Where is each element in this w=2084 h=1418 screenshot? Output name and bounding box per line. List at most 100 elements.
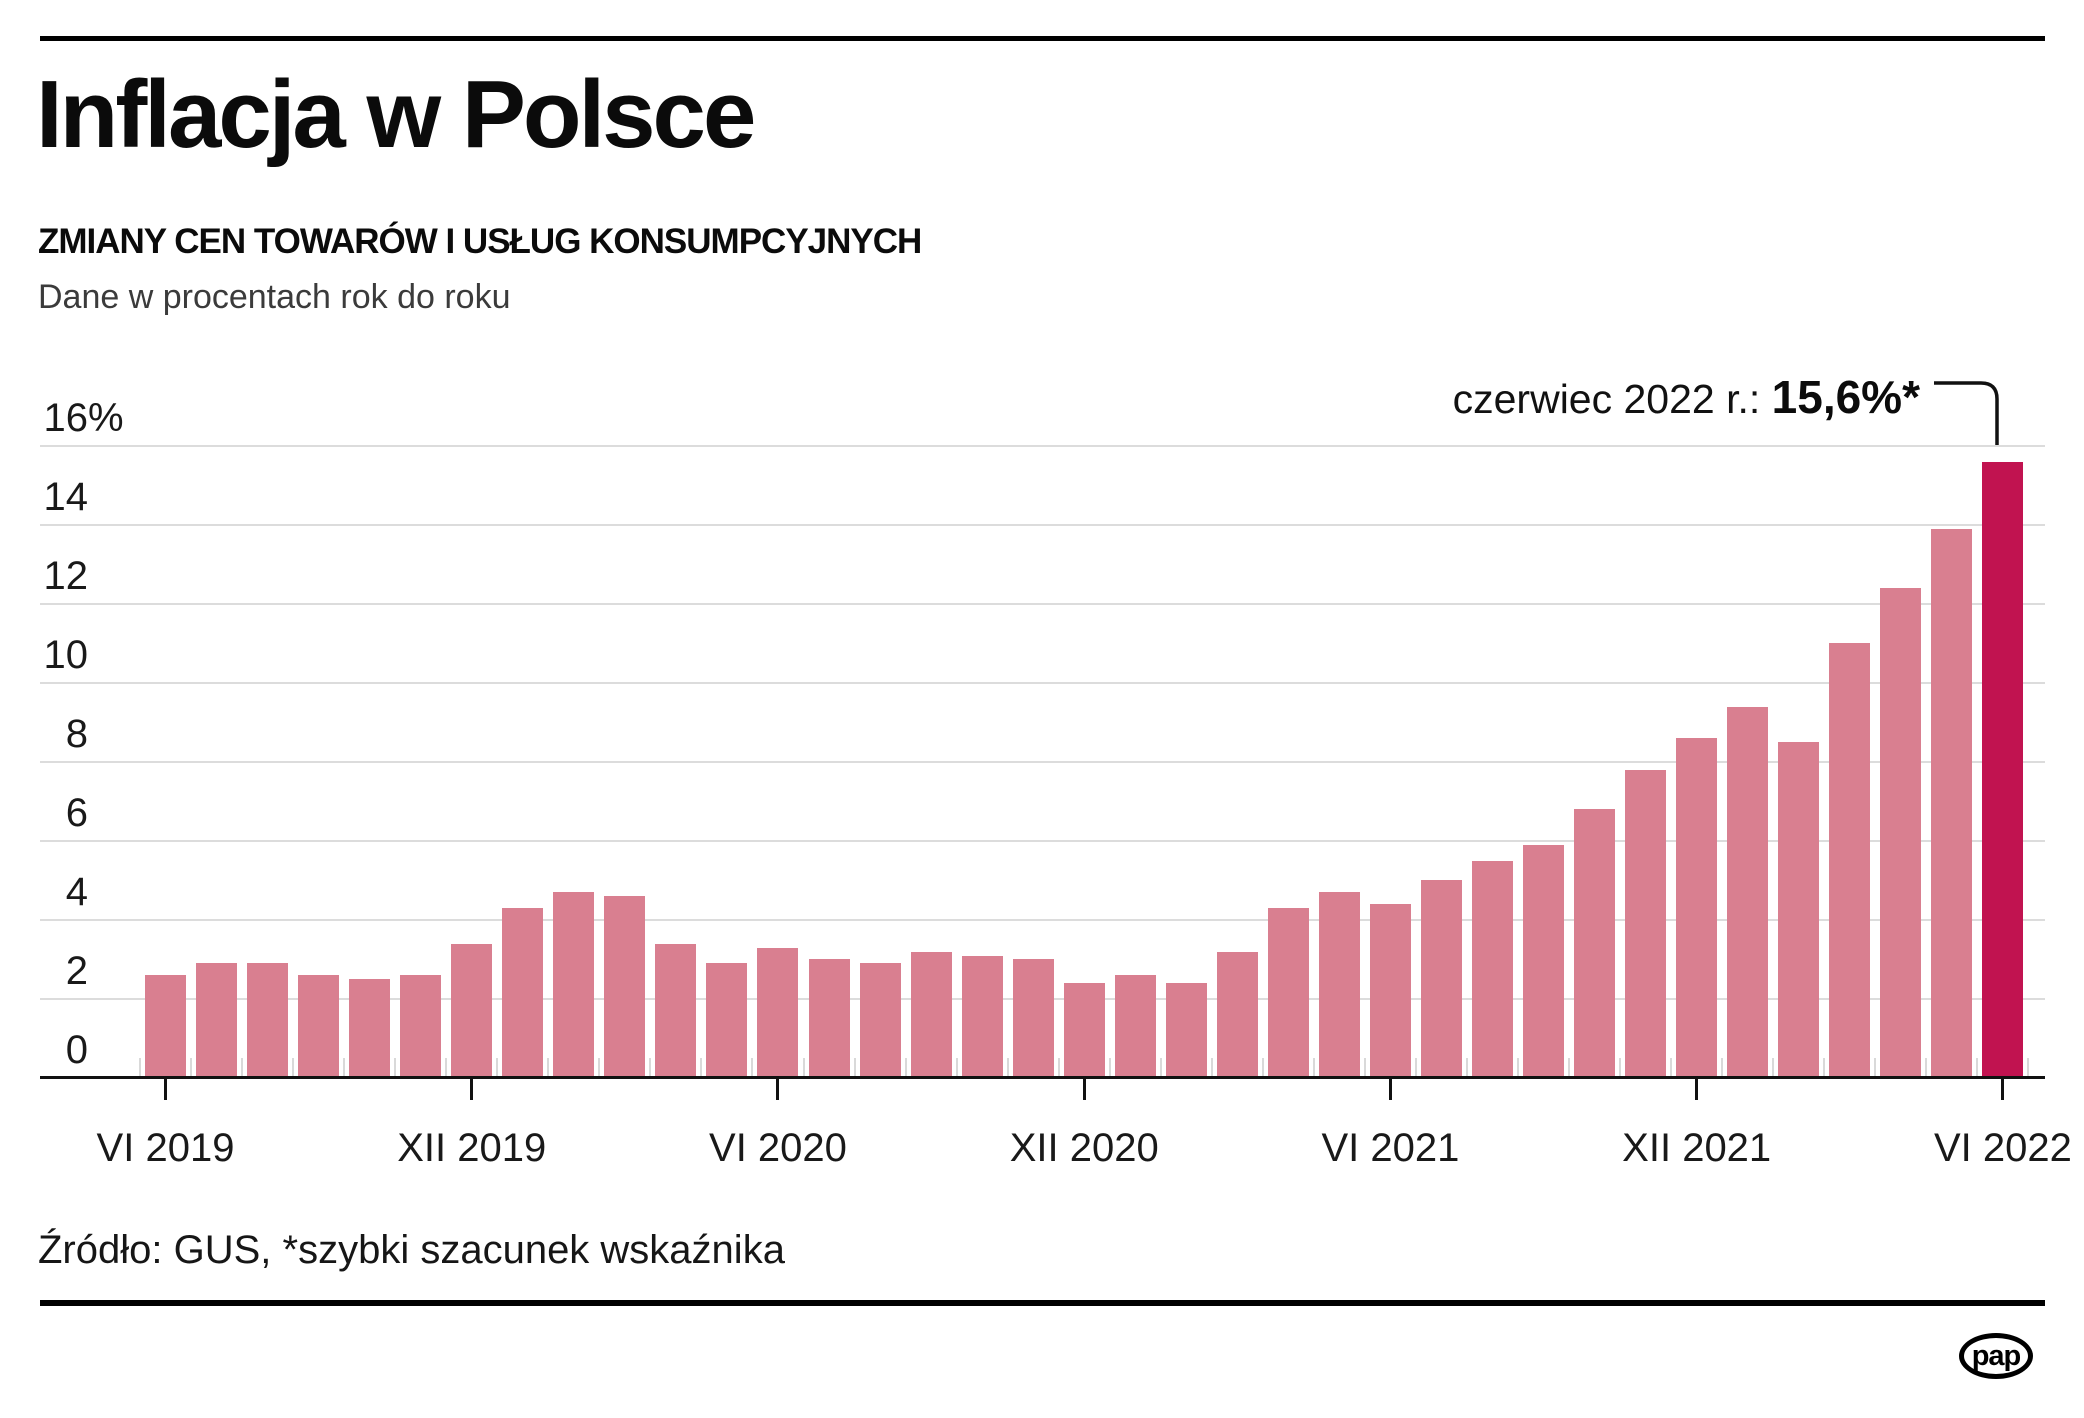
minor-month-tick — [1312, 1058, 1315, 1077]
bar — [1369, 904, 1411, 1078]
minor-month-tick — [1517, 1058, 1520, 1077]
y-axis-label: 14 — [0, 475, 89, 519]
minor-month-tick — [598, 1058, 601, 1077]
bar — [1472, 861, 1514, 1078]
bar — [400, 975, 442, 1078]
x-axis-tick — [470, 1079, 474, 1100]
y-axis-label-number: 8 — [65, 712, 88, 756]
x-axis-tick — [1388, 1079, 1392, 1100]
y-axis-label: 0 — [0, 1028, 88, 1072]
y-axis-label-number: 6 — [65, 791, 88, 835]
minor-month-tick — [547, 1058, 550, 1077]
x-axis-label: XII 2021 — [1622, 1126, 1772, 1170]
x-axis-label: VI 2021 — [1321, 1126, 1460, 1170]
y-axis-label: 12 — [0, 554, 89, 598]
bar — [1574, 809, 1616, 1078]
bar — [1421, 880, 1462, 1078]
chart-subtitle: ZMIANY CEN TOWARÓW I USŁUG KONSUMPCYJNYC… — [38, 222, 922, 261]
minor-month-tick — [1568, 1058, 1571, 1077]
x-axis-label: VI 2020 — [709, 1126, 847, 1170]
y-axis-label-number: 4 — [65, 870, 88, 914]
bar — [604, 896, 646, 1078]
bar — [961, 956, 1003, 1078]
x-axis-tick — [1082, 1079, 1086, 1100]
bar — [859, 963, 901, 1078]
bar — [1318, 892, 1360, 1078]
minor-month-tick — [1363, 1058, 1366, 1077]
gridline — [40, 682, 2045, 684]
gridline — [40, 524, 2045, 526]
minor-month-tick — [496, 1058, 499, 1077]
minor-month-tick — [1210, 1058, 1213, 1077]
minor-month-tick — [853, 1058, 856, 1077]
minor-month-tick — [751, 1058, 754, 1077]
bar — [1267, 908, 1309, 1078]
bar — [1114, 975, 1156, 1078]
minor-month-tick — [649, 1058, 652, 1077]
bar — [349, 979, 391, 1078]
y-axis-label: 2 — [0, 949, 88, 993]
gridline — [40, 919, 2045, 921]
minor-month-tick — [700, 1058, 703, 1077]
bar — [298, 975, 340, 1078]
minor-month-tick — [1772, 1058, 1775, 1077]
bar — [1778, 742, 1820, 1078]
bar — [145, 975, 186, 1078]
pap-logo: pap — [1959, 1333, 2033, 1379]
bar — [553, 892, 595, 1078]
y-axis-label-number: 10 — [43, 633, 89, 677]
x-axis-label: XII 2020 — [1009, 1126, 1159, 1170]
minor-month-tick — [1414, 1058, 1417, 1077]
bar — [451, 944, 493, 1078]
annotation-label: czerwiec 2022 r.: — [1452, 376, 1772, 422]
y-axis-label: 16% — [0, 396, 124, 440]
minor-month-tick — [1261, 1058, 1264, 1077]
x-axis-tick — [776, 1079, 780, 1100]
bar — [247, 963, 289, 1078]
bar — [502, 908, 544, 1078]
minor-month-tick — [1108, 1058, 1111, 1077]
minor-month-tick — [1721, 1058, 1724, 1077]
x-axis-line — [40, 1076, 2045, 1079]
minor-month-tick — [955, 1058, 958, 1077]
minor-month-tick — [1823, 1058, 1826, 1077]
bar — [706, 963, 748, 1078]
bar — [1523, 845, 1565, 1078]
minor-month-tick — [1925, 1058, 1928, 1077]
y-axis-label: 4 — [0, 870, 88, 914]
x-axis-label: VI 2019 — [96, 1126, 235, 1170]
minor-month-tick — [1057, 1058, 1060, 1077]
x-axis-label: VI 2022 — [1933, 1126, 2072, 1170]
minor-month-tick — [1619, 1058, 1622, 1077]
annotation-connector-line — [1934, 381, 1999, 447]
bar — [196, 963, 238, 1078]
minor-month-tick — [1006, 1058, 1009, 1077]
gridline — [40, 761, 2045, 763]
y-axis-label-number: 12 — [43, 554, 89, 598]
bar — [1625, 770, 1667, 1078]
bar — [1727, 707, 1769, 1078]
page-title: Inflacja w Polsce — [36, 61, 756, 168]
minor-month-tick — [292, 1058, 295, 1077]
bar — [757, 948, 799, 1078]
gridline — [40, 445, 2045, 447]
minor-month-tick — [394, 1058, 397, 1077]
x-axis-tick — [164, 1079, 167, 1100]
y-axis-label: 8 — [0, 712, 88, 756]
minor-month-tick — [1976, 1058, 1979, 1077]
annotation-value: 15,6%* — [1771, 371, 1920, 423]
minor-month-tick — [138, 1058, 141, 1077]
bar — [1063, 983, 1105, 1078]
bar — [1880, 588, 1922, 1078]
gridline — [40, 603, 2045, 605]
bar — [1012, 959, 1054, 1078]
minor-month-tick — [1874, 1058, 1877, 1077]
minor-month-tick — [190, 1058, 193, 1077]
minor-month-tick — [1159, 1058, 1162, 1077]
y-axis-label-number: 0 — [65, 1028, 88, 1072]
bar — [1982, 462, 2024, 1078]
minor-month-tick — [2027, 1058, 2030, 1077]
y-axis-label-number: 14 — [43, 475, 89, 519]
